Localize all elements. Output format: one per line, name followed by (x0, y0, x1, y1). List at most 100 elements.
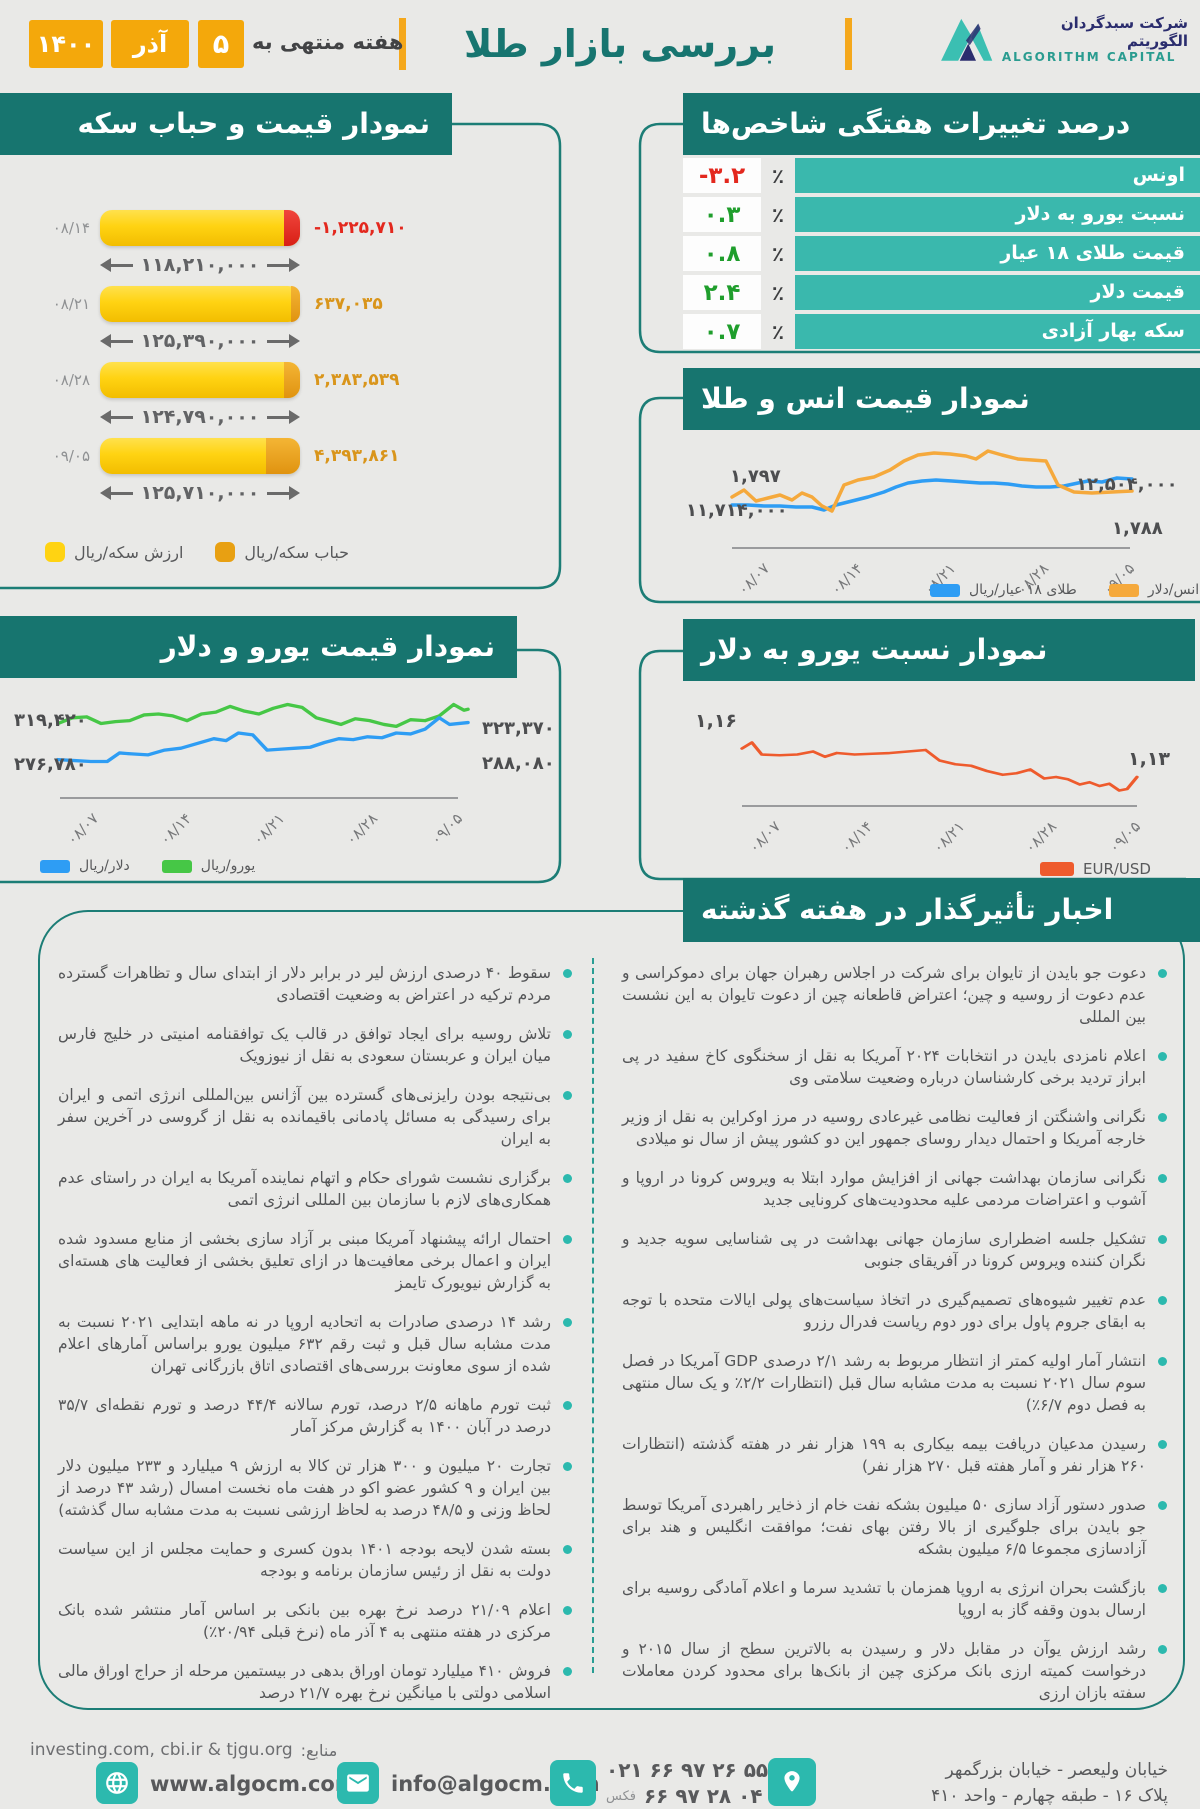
gold-start-value: ۱۱,۷۱۴,۰۰۰ (686, 500, 788, 521)
bullet-icon (563, 1318, 572, 1327)
news-item: اعلام نامزدی بایدن در انتخابات ۲۰۲۴ آمری… (622, 1045, 1170, 1089)
news-item: تلاش روسیه برای ایجاد توافق در قالب یک ت… (58, 1023, 575, 1067)
algorithm-capital-logo-icon (941, 18, 993, 61)
coin-value-bar (100, 438, 300, 474)
weekly-changes-title: درصد تغییرات هفتگی شاخص‌ها (683, 93, 1200, 155)
bullet-icon (1158, 1235, 1167, 1244)
news-item: تجارت ۲۰ میلیون و ۳۰۰ هزار تن کالا به ار… (58, 1455, 575, 1521)
legend-label: حباب سکه/ریال (244, 542, 350, 562)
coin-bar-group: ۰۸/۲۸ ۲,۳۸۳,۵۳۹ ۱۲۴,۷۹۰,۰۰۰ (28, 362, 498, 428)
bullet-icon (1158, 1052, 1167, 1061)
news-item: نگرانی واشنگتن از فعالیت نظامی غیرعادی ر… (622, 1106, 1170, 1150)
address-line-1: خیابان ولیعصر - خیابان بزرگمهر (945, 1760, 1168, 1780)
coin-price: ۱۱۸,۲۱۰,۰۰۰ (140, 254, 260, 276)
bullet-icon (1158, 1501, 1167, 1510)
bubble-value: -۱,۲۲۵,۷۱۰ (314, 218, 407, 238)
bullet-icon (1158, 1113, 1167, 1122)
change-value: ۰.۷ (683, 314, 761, 349)
gold-rial-swatch (930, 583, 960, 597)
ounce-usd-swatch (1108, 583, 1139, 597)
bullet-icon (563, 1667, 572, 1676)
percent-sign: ٪ (771, 319, 785, 344)
bar-date-label: ۰۸/۲۱ (52, 295, 90, 313)
percent-sign: ٪ (771, 241, 785, 266)
bullet-icon (1158, 1440, 1167, 1449)
x-tick: ۰۸/۲۸ (1021, 817, 1061, 857)
eurusd-series-line (740, 741, 1139, 792)
location-pin-icon (768, 1758, 816, 1806)
sources-label: منابع: (300, 1740, 338, 1760)
x-tick: ۰۸/۲۸ (342, 809, 382, 849)
header-divider-bar-right (845, 18, 852, 70)
bullet-icon (1158, 1296, 1167, 1305)
ounce-end-value: ۱,۷۸۸ (1112, 518, 1163, 539)
bullet-icon (563, 1174, 572, 1183)
table-row: -۳.۲ ٪ اونس (683, 158, 1200, 193)
table-row: ۰.۳ ٪ نسبت یورو به دلار (683, 197, 1200, 232)
coin-value-bar (100, 362, 300, 398)
website-url: www.algocm.com (150, 1772, 357, 1796)
news-item: رشد ۱۴ درصدی صادرات به اتحادیه اروپا در … (58, 1311, 575, 1377)
coin-value-swatch (45, 542, 65, 562)
dollar-end-value: ۲۸۸,۰۸۰ (482, 753, 555, 774)
euro-rial-series-line (56, 702, 470, 729)
bullet-icon (1158, 969, 1167, 978)
news-item: احتمال ارائه پیشنهاد آمریکا مبنی بر آزاد… (58, 1228, 575, 1294)
bubble-tip (266, 438, 300, 474)
eurusd-end-value: ۱,۱۳ (1128, 748, 1171, 770)
bar-date-label: ۰۹/۰۵ (52, 447, 90, 465)
change-value: ۰.۳ (683, 197, 761, 232)
bubble-tip (284, 210, 300, 246)
fax-number: ۶۶ ۹۷ ۲۸ ۰۴ (643, 1784, 763, 1808)
company-name-fa: شرکت سبدگردان الگوریتم (1060, 14, 1188, 50)
bullet-icon (563, 1235, 572, 1244)
coin-bubble-swatch (215, 542, 236, 562)
index-label: قیمت دلار (795, 275, 1200, 310)
eurusd-chart-legend: EUR/USD (1040, 860, 1151, 878)
news-section-border (38, 910, 1185, 1710)
company-logo: شرکت سبدگردان الگوریتم ALGORITHM CAPITAL (938, 10, 1188, 68)
euro-rial-swatch (161, 859, 192, 873)
header-divider-bar-left (399, 18, 406, 70)
bubble-value: ۴,۳۹۳,۸۶۱ (314, 446, 400, 466)
news-item: صدور دستور آزاد سازی ۵۰ میلیون بشکه نفت … (622, 1494, 1170, 1560)
coin-price: ۱۲۵,۷۱۰,۰۰۰ (140, 482, 260, 504)
company-name-en: ALGORITHM CAPITAL (1001, 50, 1177, 64)
date-month-box: آذر (111, 20, 189, 68)
news-item: نگرانی سازمان بهداشت جهانی از افزایش موا… (622, 1167, 1170, 1211)
x-tick: ۰۸/۰۷ (734, 559, 774, 599)
coin-price: ۱۲۵,۳۹۰,۰۰۰ (140, 330, 260, 352)
page-title: بررسی بازار طلا (463, 22, 776, 66)
gold-end-value: ۱۲,۵۰۴,۰۰۰ (1076, 474, 1178, 495)
change-value: ۲.۴ (683, 275, 761, 310)
coin-bubble-bar-chart: ۰۸/۱۴ -۱,۲۲۵,۷۱۰ ۱۱۸,۲۱۰,۰۰۰ ۰۸/۲۱ ۶۳۷,۰… (28, 210, 498, 514)
bar-date-label: ۰۸/۲۸ (52, 371, 90, 389)
gold-x-axis (732, 547, 1130, 549)
week-ending-label: هفته منتهی به (252, 30, 404, 54)
ounce-start-value: ۱,۷۹۷ (730, 466, 781, 487)
bubble-value: ۶۳۷,۰۳۵ (314, 294, 383, 314)
index-label: نسبت یورو به دلار (795, 197, 1200, 232)
euro-start-value: ۳۱۹,۴۲۰ (14, 710, 87, 731)
x-tick: ۰۸/۱۴ (156, 809, 196, 849)
coin-chart-title: نمودار قیمت و حباب سکه (0, 93, 452, 155)
eurusd-x-axis (742, 805, 1137, 807)
dollar-start-value: ۲۷۶,۷۸۰ (14, 754, 87, 775)
index-label: اونس (795, 158, 1200, 193)
gold-chart-legend: طلای ۱۸ عیار/ریال انس/دلار (930, 582, 1199, 598)
x-tick: ۰۸/۱۴ (827, 559, 867, 599)
x-tick: ۰۹/۰۵ (1105, 817, 1145, 857)
percent-sign: ٪ (771, 280, 785, 305)
coin-value-bar (100, 286, 300, 322)
bullet-icon (563, 1606, 572, 1615)
news-item: تشکیل جلسه اضطراری سازمان جهانی بهداشت د… (622, 1228, 1170, 1272)
x-tick: ۰۸/۰۷ (745, 817, 785, 857)
news-item: عدم تغییر شیوه‌های تصمیم‌گیری در اتخاذ س… (622, 1289, 1170, 1333)
date-day-box: ۵ (198, 20, 244, 68)
euro-dollar-line-chart (56, 702, 470, 764)
eurusd-chart-title: نمودار نسبت یورو به دلار (683, 619, 1195, 681)
coin-bar-group: ۰۸/۲۱ ۶۳۷,۰۳۵ ۱۲۵,۳۹۰,۰۰۰ (28, 286, 498, 352)
news-column-divider (592, 958, 594, 1673)
bullet-icon (1158, 1174, 1167, 1183)
